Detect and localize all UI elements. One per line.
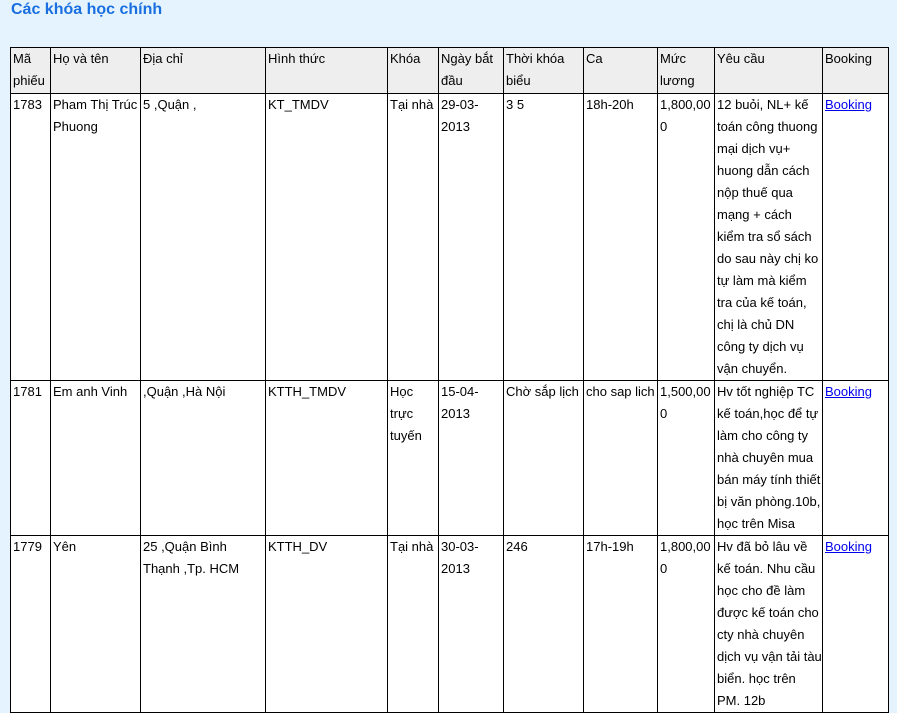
cell-address: 25 ,Quận Bình Thạnh ,Tp. HCM	[140, 535, 266, 713]
column-header-booking: Booking	[822, 47, 889, 94]
cell-course: Tại nhà	[387, 93, 439, 381]
cell-schedule: 3 5	[503, 93, 584, 381]
cell-requirements: 12 buỏi, NL+ kế toán công thuong mại dịc…	[714, 93, 823, 381]
header-row: Mã phiếu Họ và tên Địa chỉ Hình thức Khóa Ngà…	[10, 47, 889, 94]
cell-ticket-id: 1779	[10, 535, 51, 713]
booking-link[interactable]: Booking	[825, 97, 872, 112]
cell-start-date: 29-03-2013	[438, 93, 504, 381]
cell-start-date: 15-04-2013	[438, 380, 504, 536]
cell-salary: 1,800,000	[657, 535, 715, 713]
cell-shift: 17h-19h	[583, 535, 658, 713]
cell-salary: 1,500,000	[657, 380, 715, 536]
cell-schedule: Chờ sắp lịch	[503, 380, 584, 536]
column-header-schedule: Thời khóa biểu	[503, 47, 584, 94]
cell-shift: 18h-20h	[583, 93, 658, 381]
column-header-start-date: Ngày bắt đầu	[438, 47, 504, 94]
cell-form: KT_TMDV	[265, 93, 388, 381]
cell-shift: cho sap lich	[583, 380, 658, 536]
page-title: Các khóa học chính	[11, 1, 163, 18]
cell-course: Học trực tuyến	[387, 380, 439, 536]
cell-requirements: Hv đã bỏ lâu về kế toán. Nhu cầu học cho…	[714, 535, 823, 713]
cell-schedule: 246	[503, 535, 584, 713]
cell-course: Tại nhà	[387, 535, 439, 713]
cell-booking: Booking	[822, 380, 889, 536]
cell-requirements: Hv tốt nghiệp TC kế toán,học để tự làm c…	[714, 380, 823, 536]
table-row: 1779 Yên 25 ,Quận Bình Thạnh ,Tp. HCM KTTH_…	[10, 535, 889, 713]
table-row: 1783 Pham Thị Trúc Phuong 5 ,Quận , KT_TMDV…	[10, 93, 889, 381]
cell-full-name: Yên	[50, 535, 141, 713]
column-header-full-name: Họ và tên	[50, 47, 141, 94]
cell-address: ,Quận ,Hà Nội	[140, 380, 266, 536]
cell-form: KTTH_TMDV	[265, 380, 388, 536]
column-header-form: Hình thức	[265, 47, 388, 94]
courses-table: Mã phiếu Họ và tên Địa chỉ Hình thức Khóa Ngà…	[10, 47, 889, 713]
cell-booking: Booking	[822, 93, 889, 381]
table-row: 1781 Em anh Vinh ,Quận ,Hà Nội KTTH_TMDV Học…	[10, 380, 889, 536]
column-header-address: Địa chỉ	[140, 47, 266, 94]
column-header-ticket-id: Mã phiếu	[10, 47, 51, 94]
cell-address: 5 ,Quận ,	[140, 93, 266, 381]
cell-form: KTTH_DV	[265, 535, 388, 713]
cell-full-name: Pham Thị Trúc Phuong	[50, 93, 141, 381]
cell-full-name: Em anh Vinh	[50, 380, 141, 536]
booking-link[interactable]: Booking	[825, 539, 872, 554]
column-header-course: Khóa	[387, 47, 439, 94]
cell-ticket-id: 1781	[10, 380, 51, 536]
column-header-shift: Ca	[583, 47, 658, 94]
booking-link[interactable]: Booking	[825, 384, 872, 399]
cell-salary: 1,800,000	[657, 93, 715, 381]
cell-booking: Booking	[822, 535, 889, 713]
cell-ticket-id: 1783	[10, 93, 51, 381]
cell-start-date: 30-03-2013	[438, 535, 504, 713]
column-header-requirements: Yêu cầu	[714, 47, 823, 94]
column-header-salary: Mức lương	[657, 47, 715, 94]
